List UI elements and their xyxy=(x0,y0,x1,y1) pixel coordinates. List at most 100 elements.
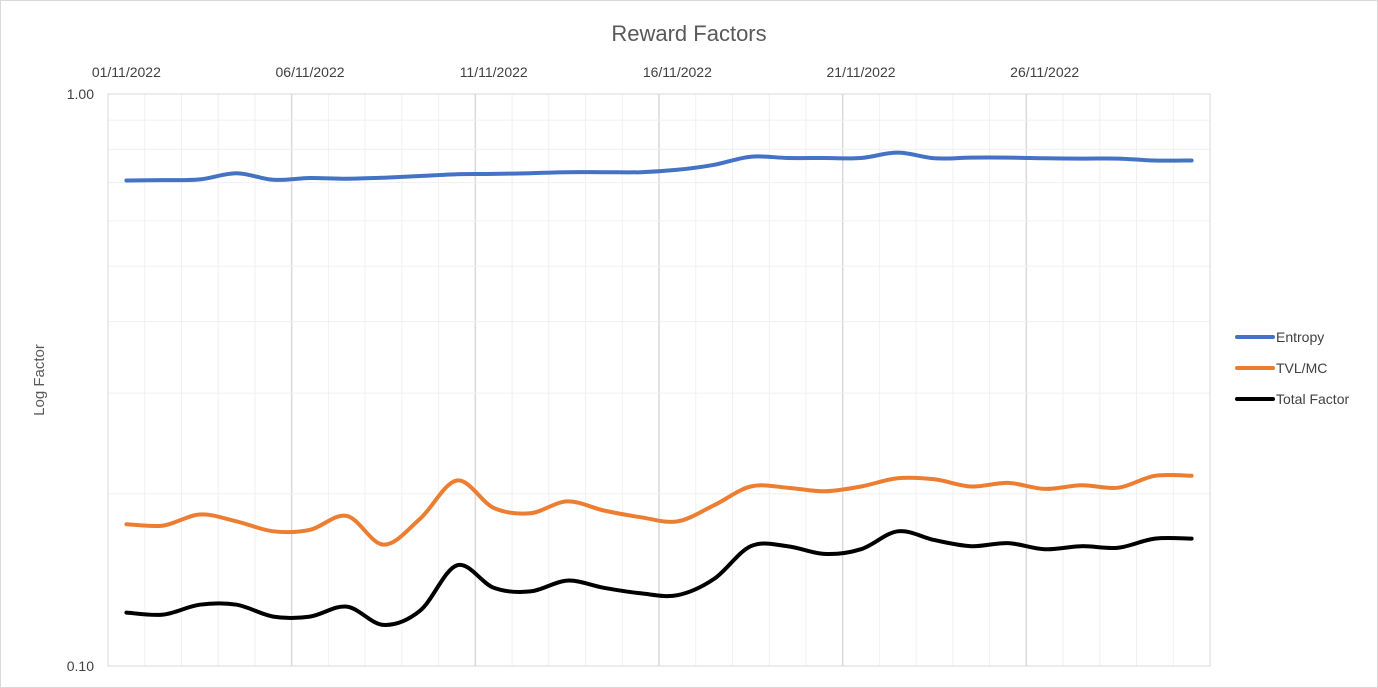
data-point-entropy xyxy=(896,151,900,155)
x-tick-label: 26/11/2022 xyxy=(1010,64,1079,80)
x-tick-label: 21/11/2022 xyxy=(827,64,896,80)
data-point-entropy xyxy=(933,156,937,160)
y-tick-labels: 1.00 0.10 xyxy=(67,86,94,674)
y-axis-title: Log Factor xyxy=(31,344,48,416)
series-line-entropy xyxy=(124,150,1194,183)
x-tick-labels: 01/11/2022 06/11/2022 11/11/2022 16/11/2022… xyxy=(92,64,1080,80)
data-point-tvl-mc xyxy=(639,515,643,519)
data-point-total-factor xyxy=(382,623,386,627)
data-point-tvl-mc xyxy=(565,499,569,503)
data-point-entropy xyxy=(639,170,643,174)
legend[interactable]: Entropy TVL/MC Total Factor xyxy=(1235,329,1349,407)
x-tick-label: 16/11/2022 xyxy=(643,64,712,80)
data-point-entropy xyxy=(1116,157,1120,161)
data-point-entropy xyxy=(198,177,202,181)
series-line-total-factor xyxy=(124,529,1194,627)
y-tick-label: 1.00 xyxy=(67,86,94,102)
data-point-entropy xyxy=(602,170,606,174)
data-point-entropy xyxy=(822,156,826,160)
data-point-tvl-mc xyxy=(124,522,128,526)
data-point-total-factor xyxy=(786,544,790,548)
data-point-tvl-mc xyxy=(418,517,422,521)
data-point-total-factor xyxy=(345,605,349,609)
data-point-entropy xyxy=(1006,156,1010,160)
data-point-entropy xyxy=(345,177,349,181)
data-point-entropy xyxy=(235,171,239,175)
data-point-entropy xyxy=(1079,157,1083,161)
data-point-total-factor xyxy=(235,603,239,607)
data-point-tvl-mc xyxy=(492,506,496,510)
data-point-total-factor xyxy=(675,593,679,597)
data-point-tvl-mc xyxy=(822,489,826,493)
legend-item-entropy[interactable]: Entropy xyxy=(1235,329,1324,345)
data-point-entropy xyxy=(859,156,863,160)
data-point-entropy xyxy=(675,168,679,172)
y-tick-label: 0.10 xyxy=(67,658,94,674)
legend-label: Entropy xyxy=(1276,329,1324,345)
data-point-total-factor xyxy=(712,577,716,581)
data-point-entropy xyxy=(1153,159,1157,163)
data-point-total-factor xyxy=(271,615,275,619)
data-point-total-factor xyxy=(969,544,973,548)
data-point-tvl-mc xyxy=(308,528,312,532)
data-point-entropy xyxy=(382,176,386,180)
x-tick-label: 06/11/2022 xyxy=(276,64,345,80)
data-point-tvl-mc xyxy=(1116,486,1120,490)
data-point-total-factor xyxy=(933,538,937,542)
data-point-entropy xyxy=(528,171,532,175)
data-point-tvl-mc xyxy=(712,503,716,507)
data-point-total-factor xyxy=(639,591,643,595)
data-point-total-factor xyxy=(1079,544,1083,548)
legend-item-total-factor[interactable]: Total Factor xyxy=(1235,391,1349,407)
data-point-entropy xyxy=(492,172,496,176)
data-point-entropy xyxy=(712,163,716,167)
legend-label: TVL/MC xyxy=(1276,360,1327,376)
series-line-tvl-mc xyxy=(124,472,1194,547)
data-point-tvl-mc xyxy=(896,476,900,480)
data-point-entropy xyxy=(969,156,973,160)
x-tick-label: 01/11/2022 xyxy=(92,64,161,80)
plot-area-border xyxy=(107,93,1211,667)
series-layer xyxy=(124,150,1194,627)
data-point-tvl-mc xyxy=(1006,481,1010,485)
data-point-total-factor xyxy=(1043,547,1047,551)
data-point-tvl-mc xyxy=(602,509,606,513)
data-point-entropy xyxy=(1190,159,1194,163)
data-point-total-factor xyxy=(455,563,459,567)
data-point-tvl-mc xyxy=(1079,483,1083,487)
data-point-entropy xyxy=(124,178,128,182)
data-point-entropy xyxy=(1043,156,1047,160)
data-point-total-factor xyxy=(124,611,128,615)
data-point-tvl-mc xyxy=(1153,474,1157,478)
legend-item-tvl-mc[interactable]: TVL/MC xyxy=(1235,360,1327,376)
data-point-total-factor xyxy=(896,529,900,533)
data-point-tvl-mc xyxy=(786,486,790,490)
data-point-tvl-mc xyxy=(345,514,349,518)
grid-layer xyxy=(108,94,1210,666)
data-point-total-factor xyxy=(749,544,753,548)
data-point-tvl-mc xyxy=(198,513,202,517)
data-point-tvl-mc xyxy=(1190,474,1194,478)
data-point-entropy xyxy=(786,156,790,160)
data-point-total-factor xyxy=(1153,537,1157,541)
legend-label: Total Factor xyxy=(1276,391,1349,407)
data-point-entropy xyxy=(308,176,312,180)
data-point-tvl-mc xyxy=(161,524,165,528)
data-point-total-factor xyxy=(528,589,532,593)
data-point-entropy xyxy=(749,155,753,159)
data-point-total-factor xyxy=(1006,541,1010,545)
data-point-tvl-mc xyxy=(1043,487,1047,491)
data-point-entropy xyxy=(418,174,422,178)
data-point-entropy xyxy=(455,172,459,176)
data-point-total-factor xyxy=(418,609,422,613)
data-point-tvl-mc xyxy=(675,519,679,523)
data-point-total-factor xyxy=(492,586,496,590)
chart-title: Reward Factors xyxy=(611,21,766,46)
data-point-total-factor xyxy=(308,615,312,619)
data-point-tvl-mc xyxy=(455,479,459,483)
data-point-total-factor xyxy=(859,547,863,551)
data-point-tvl-mc xyxy=(235,519,239,523)
data-point-total-factor xyxy=(1116,546,1120,550)
data-point-tvl-mc xyxy=(969,484,973,488)
